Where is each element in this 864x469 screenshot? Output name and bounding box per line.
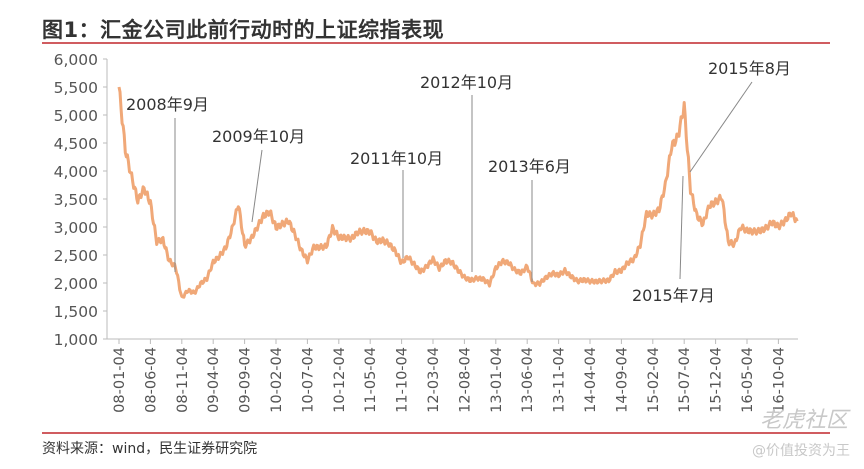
y-tick-label: 6,000 [54,51,98,69]
annotation-label: 2012年10月 [420,73,513,92]
x-tick-label: 15-02-04 [646,347,662,413]
x-tick-label: 12-03-04 [426,347,442,413]
annotation-label: 2009年10月 [212,127,305,146]
watermark-community: 老虎社区 [759,408,848,433]
y-tick-label: 3,000 [54,219,98,237]
x-tick-label: 10-07-04 [300,347,316,413]
x-tick-label: 08-11-04 [175,347,191,413]
y-tick-label: 3,500 [54,191,98,209]
series-line [117,86,799,299]
x-tick-label: 15-07-04 [677,347,693,413]
x-tick-label: 13-01-04 [489,347,505,413]
x-tick-label: 10-02-04 [269,347,285,413]
x-axis: 08-01-04 08-06-04 08-11-04 09-04-04 09-09-04… [107,338,798,413]
x-tick-label: 08-06-04 [143,347,159,413]
x-tick-label: 11-10-04 [395,347,411,413]
y-tick-label: 1,000 [54,331,98,349]
y-axis: 1,000 1,500 2,000 2,500 3,000 3,500 4,000 4,500… [54,51,108,349]
y-tick-label: 1,500 [54,303,98,321]
x-tick-label: 14-04-04 [583,347,599,413]
x-tick-label: 10-12-04 [332,347,348,413]
x-tick-label: 16-10-04 [771,347,787,413]
x-tick-label: 08-01-04 [112,347,128,413]
annotation-leader [251,149,263,223]
y-tick-label: 5,500 [54,79,98,97]
x-tick-label: 14-09-04 [614,347,630,413]
annotation-label: 2015年8月 [708,59,791,78]
annotation-label: 2008年9月 [126,95,209,114]
x-tick-label: 15-12-04 [709,347,725,413]
y-tick-label: 4,000 [54,163,98,181]
y-tick-label: 2,500 [54,247,98,265]
y-tick-label: 4,500 [54,135,98,153]
x-tick-label: 09-09-04 [238,347,254,413]
annotation-label: 2013年6月 [488,157,571,176]
x-tick-label: 11-05-04 [363,347,379,413]
annotation-leader [679,175,684,280]
annotation-label: 2011年10月 [350,149,443,168]
annotation-leader [689,81,753,173]
annotation-label: 2015年7月 [632,286,715,305]
watermark-handle: @价值投资为王 [752,443,850,459]
figure-title: 图1：汇金公司此前行动时的上证综指表现 [42,18,445,42]
y-tick-label: 5,000 [54,107,98,125]
x-tick-label: 16-05-04 [740,347,756,413]
y-tick-label: 2,000 [54,275,98,293]
x-tick-label: 13-11-04 [552,347,568,413]
x-tick-label: 13-06-04 [520,347,536,413]
source-note: 资料来源：wind，民生证券研究院 [42,441,258,457]
x-tick-label: 09-04-04 [206,347,222,413]
x-tick-label: 12-08-04 [457,347,473,413]
